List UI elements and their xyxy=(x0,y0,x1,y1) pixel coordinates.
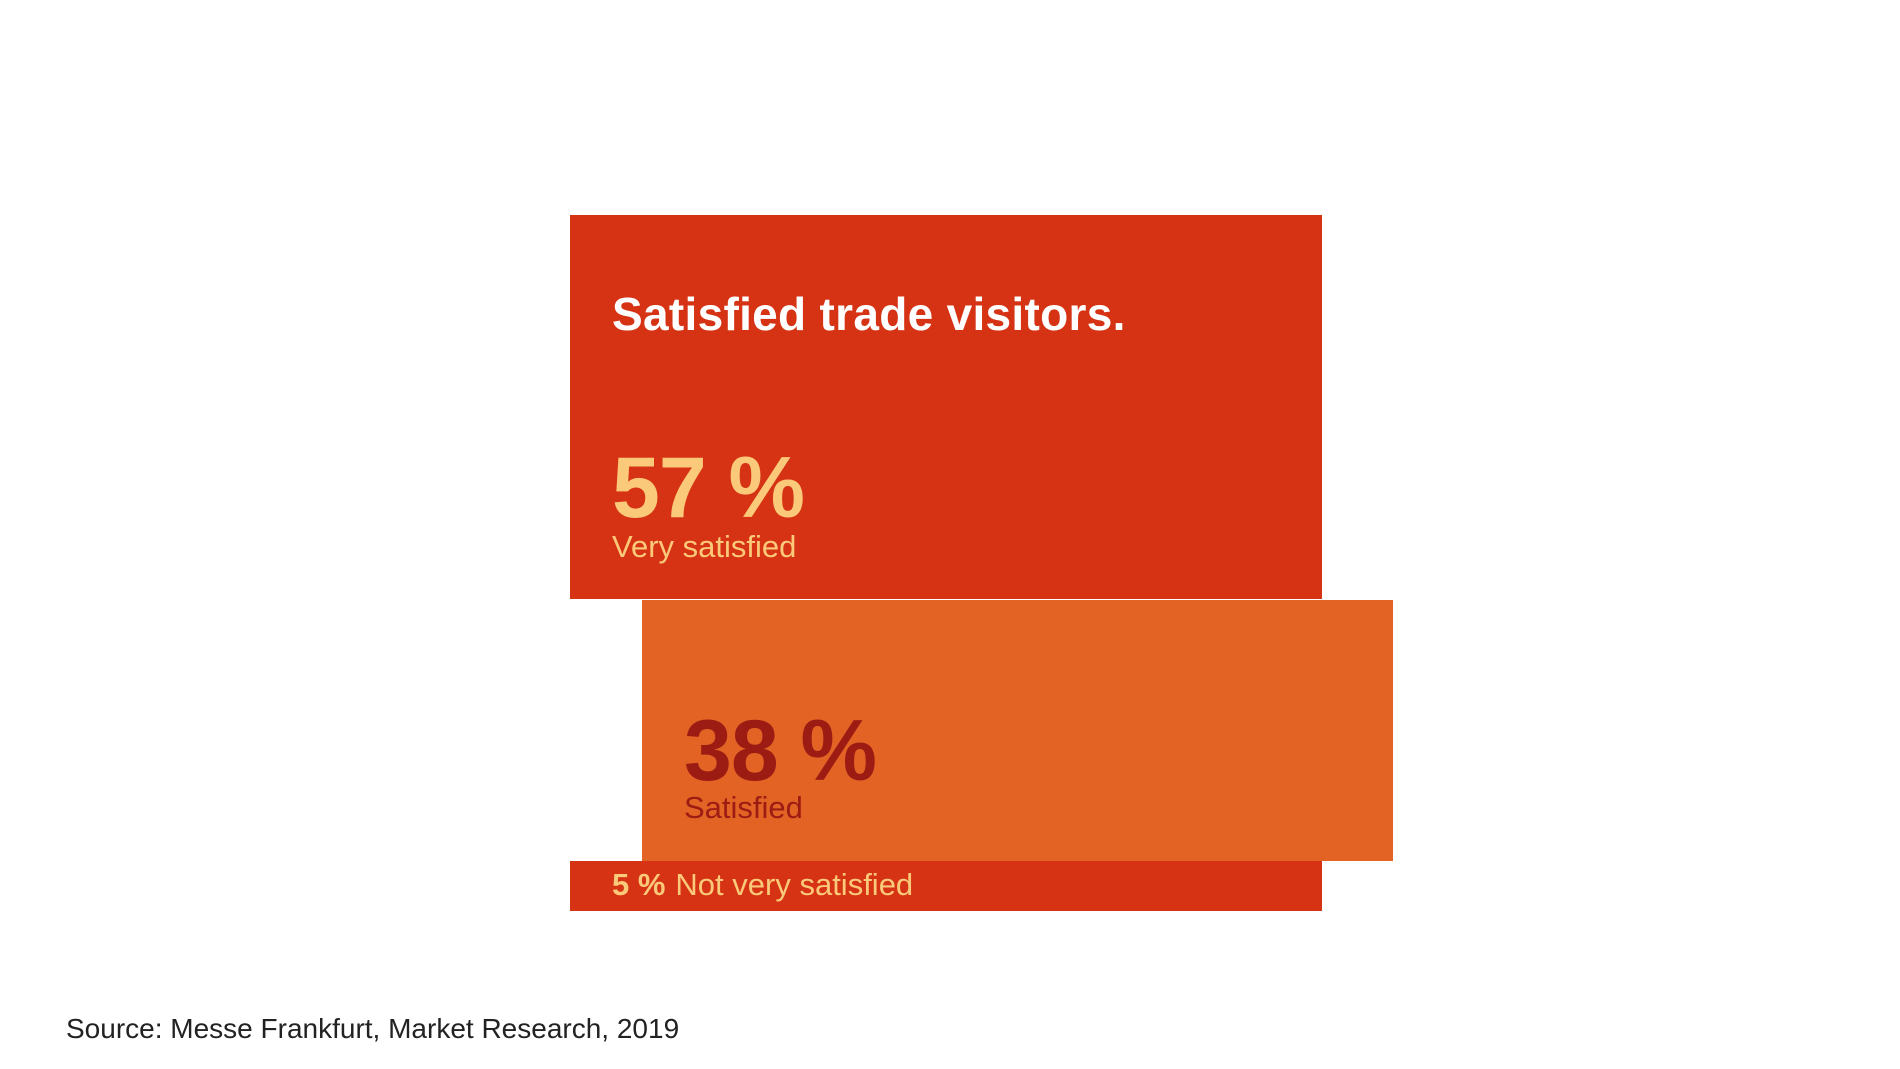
bar-very-satisfied: Satisfied trade visitors. 57 % Very sati… xyxy=(570,215,1322,599)
category-label-not-very-satisfied: Not very satisfied xyxy=(675,867,914,902)
chart-title: Satisfied trade visitors. xyxy=(612,288,1126,340)
category-label-very-satisfied: Very satisfied xyxy=(612,529,797,564)
value-label-not-very-satisfied: 5 % xyxy=(612,867,666,902)
not-very-satisfied-row: 5 % Not very satisfied xyxy=(612,869,913,900)
bar-satisfied: 38 % Satisfied xyxy=(642,600,1393,861)
value-label-very-satisfied: 57 % xyxy=(612,440,805,536)
bar-not-very-satisfied: 5 % Not very satisfied xyxy=(570,861,1322,911)
category-label-satisfied: Satisfied xyxy=(684,790,803,825)
value-label-satisfied: 38 % xyxy=(684,703,877,799)
source-note: Source: Messe Frankfurt, Market Research… xyxy=(66,1013,680,1044)
